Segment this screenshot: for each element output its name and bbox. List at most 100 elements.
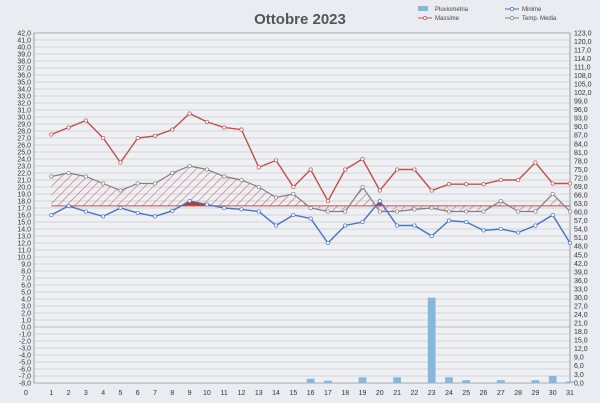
y-left-tick-label: 27,0: [17, 135, 31, 142]
data-point: [325, 240, 330, 246]
data-point: [481, 209, 486, 214]
data-point: [101, 181, 106, 186]
y-right-tick-label: 24,0: [574, 312, 588, 319]
data-point: [498, 226, 503, 232]
y-right-tick-label: 27,0: [574, 303, 588, 310]
y-left-tick-label: -3,0: [19, 345, 31, 352]
y-right-tick-label: 111,0: [574, 64, 591, 71]
data-point: [49, 212, 54, 218]
data-point: [395, 223, 400, 228]
legend-label: Temp. Media: [522, 16, 557, 22]
rain-bar: [566, 381, 574, 383]
y-left-tick-label: 40,0: [17, 44, 31, 51]
x-tick-label: 19: [359, 390, 367, 397]
data-point: [429, 205, 434, 211]
y-axis-left-ticks: 42,041,040,039,038,037,036,035,034,033,0…: [17, 30, 31, 387]
mean-hatched-area: [51, 166, 570, 212]
x-axis-ticks: 0 1 2 3 4 5 6 7 8 9 10 11 12 13 14 15 16 17 18 19 20 21 22 23 24…: [24, 390, 574, 397]
data-point: [256, 184, 261, 190]
data-point: [377, 198, 382, 204]
data-point: [135, 181, 140, 186]
data-point: [464, 209, 469, 214]
data-point: [308, 216, 313, 221]
y-right-tick-label: 84,0: [574, 141, 588, 148]
y-left-tick-label: 25,0: [17, 149, 31, 156]
data-point: [550, 181, 555, 186]
data-point: [204, 167, 209, 172]
y-right-tick-label: 75,0: [574, 167, 588, 174]
data-point: [101, 214, 106, 219]
data-point: [118, 205, 123, 211]
y-left-tick-label: 10,0: [17, 254, 31, 261]
y-left-tick-label: 30,0: [17, 114, 31, 121]
y-left-tick-label: 22,0: [17, 170, 31, 177]
x-tick-label: 1: [49, 390, 53, 397]
rain-bar: [324, 380, 332, 383]
data-point: [550, 212, 555, 218]
x-tick-label: 18: [341, 390, 349, 397]
x-tick-label: 6: [136, 390, 140, 397]
y-left-tick-label: 28,0: [17, 128, 31, 135]
data-point: [412, 167, 417, 172]
data-point: [187, 111, 192, 116]
y-right-tick-label: 45,0: [574, 252, 588, 259]
y-left-tick-label: 39,0: [17, 51, 31, 58]
data-point: [377, 188, 382, 193]
data-point: [66, 203, 71, 208]
y-right-tick-label: 66,0: [574, 192, 588, 199]
data-point: [274, 195, 279, 200]
y-left-tick-label: 37,0: [17, 65, 31, 72]
y-right-tick-label: 51,0: [574, 235, 588, 242]
y-left-tick-label: 1,0: [21, 317, 31, 324]
y-left-tick-label: 18,0: [17, 198, 31, 205]
y-right-tick-label: 78,0: [574, 158, 588, 165]
x-tick-label: 27: [497, 390, 505, 397]
rain-bar: [462, 380, 471, 383]
x-tick-label: 17: [324, 390, 332, 397]
data-point: [360, 156, 365, 162]
y-right-tick-label: 123,0: [574, 30, 592, 37]
y-right-tick-label: 114,0: [574, 56, 591, 63]
y-right-tick-label: 30,0: [574, 295, 588, 302]
x-tick-label: 2: [67, 390, 71, 397]
y-left-tick-label: 41,0: [17, 37, 31, 44]
data-point: [66, 125, 71, 130]
data-point: [516, 177, 521, 183]
y-left-tick-label: 4,0: [21, 296, 31, 303]
data-point: [377, 209, 382, 214]
x-tick-label: 23: [428, 390, 436, 397]
data-point: [291, 212, 296, 218]
y-right-tick-label: 33,0: [574, 286, 588, 293]
chart-legend: Pluviometria Minime Massime Temp. Media: [418, 6, 557, 22]
data-point: [395, 167, 400, 172]
data-point: [308, 205, 313, 211]
data-point: [118, 160, 123, 165]
x-tick-label: 29: [532, 390, 540, 397]
y-left-tick-label: -7,0: [19, 373, 31, 380]
y-right-tick-label: 108,0: [574, 73, 592, 80]
x-tick-label: 4: [101, 390, 105, 397]
x-tick-label: 25: [462, 390, 470, 397]
legend-swatch: [418, 6, 428, 11]
data-point: [49, 174, 54, 179]
data-point: [222, 174, 227, 179]
y-left-tick-label: -2,0: [19, 338, 31, 345]
x-tick-label: 10: [203, 390, 211, 397]
data-point: [239, 207, 244, 212]
data-point: [516, 230, 521, 235]
y-left-tick-label: 6,0: [21, 282, 31, 289]
legend-marker: [423, 16, 427, 20]
data-point: [239, 177, 244, 183]
legend-marker: [510, 16, 514, 20]
data-point: [118, 188, 123, 193]
x-tick-label: 0: [24, 390, 28, 397]
data-point: [187, 198, 192, 204]
data-point: [274, 158, 279, 163]
x-tick-label: 8: [170, 390, 174, 397]
x-tick-label: 12: [238, 390, 246, 397]
y-left-tick-label: 12,0: [17, 240, 31, 247]
data-point: [481, 182, 486, 187]
y-right-tick-label: 93,0: [574, 116, 588, 123]
